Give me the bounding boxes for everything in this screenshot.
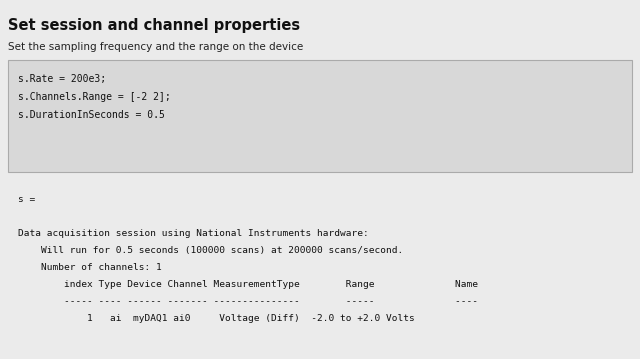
Text: Set session and channel properties: Set session and channel properties: [8, 18, 300, 33]
Text: s.DurationInSeconds = 0.5: s.DurationInSeconds = 0.5: [18, 110, 165, 120]
Text: Will run for 0.5 seconds (100000 scans) at 200000 scans/second.: Will run for 0.5 seconds (100000 scans) …: [18, 246, 403, 255]
Text: Data acquisition session using National Instruments hardware:: Data acquisition session using National …: [18, 229, 369, 238]
Text: 1   ai  myDAQ1 ai0     Voltage (Diff)  -2.0 to +2.0 Volts: 1 ai myDAQ1 ai0 Voltage (Diff) -2.0 to +…: [18, 314, 415, 323]
Text: index Type Device Channel MeasurementType        Range              Name: index Type Device Channel MeasurementTyp…: [18, 280, 478, 289]
Text: Set the sampling frequency and the range on the device: Set the sampling frequency and the range…: [8, 42, 303, 52]
FancyBboxPatch shape: [8, 60, 632, 172]
Text: s =: s =: [18, 195, 35, 204]
Text: ----- ---- ------ ------- ---------------        -----              ----: ----- ---- ------ ------- --------------…: [18, 297, 478, 306]
Text: Number of channels: 1: Number of channels: 1: [18, 263, 162, 272]
Text: s.Channels.Range = [-2 2];: s.Channels.Range = [-2 2];: [18, 92, 171, 102]
Text: s.Rate = 200e3;: s.Rate = 200e3;: [18, 74, 106, 84]
